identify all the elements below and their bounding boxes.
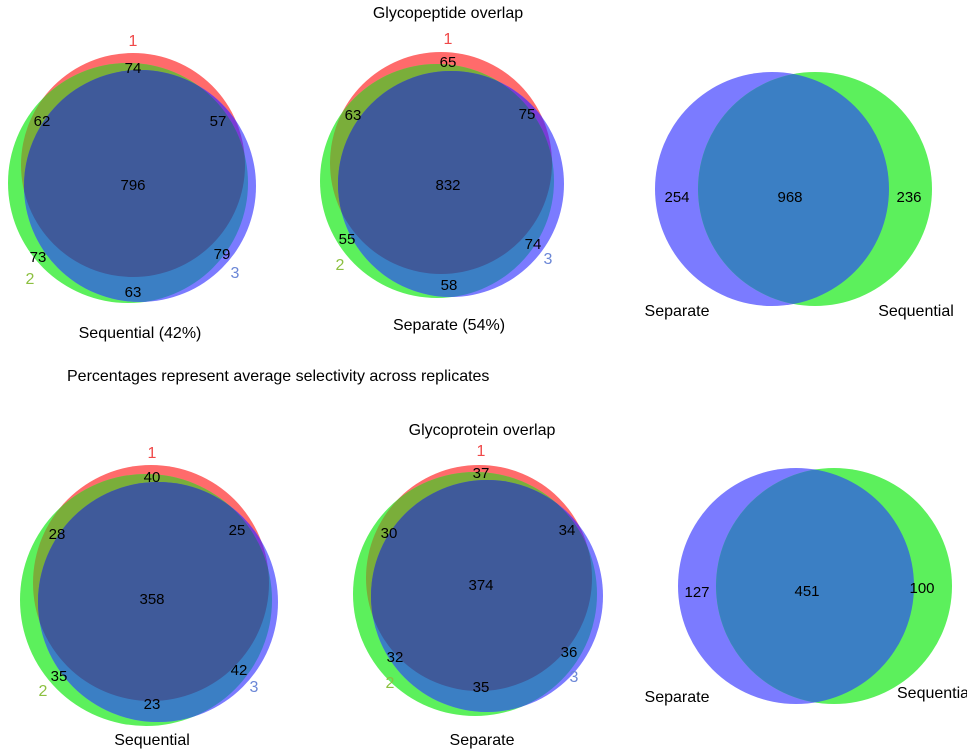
set-label-2: 2 bbox=[386, 675, 395, 692]
count-only-2: 32 bbox=[387, 649, 404, 666]
bottom-title: Glycoprotein overlap bbox=[409, 422, 556, 439]
count-separate-only: 254 bbox=[664, 189, 689, 206]
count-all: 796 bbox=[120, 177, 145, 194]
label-sequential: Sequential bbox=[878, 303, 954, 320]
count-2-3: 63 bbox=[125, 284, 142, 301]
count-only-3: 42 bbox=[231, 662, 248, 679]
count-only-1: 40 bbox=[144, 469, 161, 486]
label-separate: Separate bbox=[645, 303, 710, 320]
set-label-1: 1 bbox=[148, 445, 157, 462]
count-all: 374 bbox=[468, 577, 493, 594]
count-only-3: 74 bbox=[525, 236, 542, 253]
selectivity-note: Percentages represent average selectivit… bbox=[67, 368, 489, 385]
count-only-1: 65 bbox=[440, 54, 457, 71]
count-1-2: 28 bbox=[49, 526, 66, 543]
overlap-all bbox=[24, 70, 245, 277]
overlap-both bbox=[716, 468, 914, 704]
label-sequential: Sequential bbox=[897, 685, 967, 702]
count-sequential-only: 100 bbox=[909, 580, 934, 597]
set-label-2: 2 bbox=[39, 683, 48, 700]
set-label-1: 1 bbox=[477, 443, 486, 460]
count-only-3: 79 bbox=[214, 246, 231, 263]
count-all: 358 bbox=[139, 591, 164, 608]
top-title: Glycopeptide overlap bbox=[373, 5, 523, 22]
set-label-1: 1 bbox=[444, 31, 453, 48]
venn-top-sequential: 1 2 3 74 62 57 796 73 79 63 Sequential (… bbox=[8, 33, 256, 342]
set-label-2: 2 bbox=[336, 257, 345, 274]
count-1-2: 63 bbox=[345, 107, 362, 124]
count-1-3: 57 bbox=[210, 113, 227, 130]
count-only-3: 36 bbox=[561, 644, 578, 661]
count-1-2: 62 bbox=[34, 113, 51, 130]
set-label-3: 3 bbox=[570, 669, 579, 686]
overlap-all bbox=[38, 482, 269, 701]
count-sequential-only: 236 bbox=[896, 189, 921, 206]
count-1-2: 30 bbox=[381, 525, 398, 542]
count-1-3: 75 bbox=[519, 106, 536, 123]
count-2-3: 23 bbox=[144, 696, 161, 713]
count-all: 832 bbox=[435, 177, 460, 194]
venn-bottom-comparison: 127 451 100 Separate Sequential bbox=[645, 468, 967, 706]
set-label-3: 3 bbox=[544, 251, 553, 268]
count-separate-only: 127 bbox=[684, 584, 709, 601]
caption: Separate (54%) bbox=[393, 317, 505, 334]
label-separate: Separate bbox=[645, 689, 710, 706]
count-only-2: 73 bbox=[30, 249, 47, 266]
venn-bottom-separate: 1 2 3 37 30 34 374 32 36 35 Separate bbox=[353, 443, 603, 749]
caption: Sequential bbox=[114, 732, 190, 749]
overlap-all bbox=[338, 71, 552, 274]
count-both: 968 bbox=[777, 189, 802, 206]
count-2-3: 35 bbox=[473, 679, 490, 696]
set-label-2: 2 bbox=[26, 271, 35, 288]
count-only-2: 55 bbox=[339, 231, 356, 248]
caption: Separate bbox=[450, 732, 515, 749]
overlap-all bbox=[371, 480, 592, 691]
count-only-1: 74 bbox=[125, 60, 142, 77]
count-only-2: 35 bbox=[51, 668, 68, 685]
set-label-3: 3 bbox=[231, 265, 240, 282]
count-only-1: 37 bbox=[473, 465, 490, 482]
count-1-3: 25 bbox=[229, 522, 246, 539]
count-2-3: 58 bbox=[441, 277, 458, 294]
set-label-3: 3 bbox=[250, 679, 259, 696]
venn-bottom-sequential: 1 2 3 40 28 25 358 35 42 23 Sequential bbox=[20, 445, 278, 749]
caption: Sequential (42%) bbox=[79, 325, 202, 342]
count-1-3: 34 bbox=[559, 522, 576, 539]
count-both: 451 bbox=[794, 583, 819, 600]
venn-top-separate: 1 2 3 65 63 75 832 55 74 58 Separate (54… bbox=[320, 31, 564, 334]
venn-top-comparison: 254 968 236 Separate Sequential bbox=[645, 72, 954, 320]
set-label-1: 1 bbox=[129, 33, 138, 50]
